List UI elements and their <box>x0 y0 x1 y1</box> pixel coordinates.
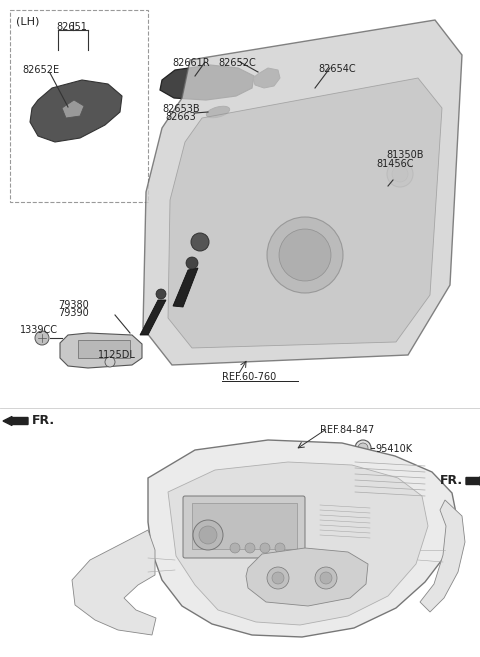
Text: REF.60-760: REF.60-760 <box>222 372 276 382</box>
Text: 1339CC: 1339CC <box>20 325 58 335</box>
Circle shape <box>267 567 289 589</box>
FancyBboxPatch shape <box>10 10 148 202</box>
FancyBboxPatch shape <box>183 496 305 558</box>
Circle shape <box>156 289 166 299</box>
Circle shape <box>279 229 331 281</box>
Circle shape <box>315 567 337 589</box>
Text: 81350B: 81350B <box>386 150 423 160</box>
Polygon shape <box>173 268 198 307</box>
Circle shape <box>267 217 343 293</box>
FancyBboxPatch shape <box>78 340 130 358</box>
Circle shape <box>272 572 284 584</box>
Polygon shape <box>253 68 280 88</box>
Polygon shape <box>168 462 428 625</box>
Polygon shape <box>60 333 142 368</box>
Circle shape <box>387 161 413 187</box>
Text: 1125DL: 1125DL <box>98 350 136 360</box>
Circle shape <box>245 543 255 553</box>
Polygon shape <box>420 500 465 612</box>
Text: 79380: 79380 <box>58 300 89 310</box>
FancyBboxPatch shape <box>192 503 297 549</box>
Polygon shape <box>160 65 254 100</box>
Ellipse shape <box>206 106 229 118</box>
Text: 82651: 82651 <box>57 22 87 32</box>
Text: (LH): (LH) <box>16 16 39 26</box>
Polygon shape <box>30 80 122 142</box>
Circle shape <box>105 357 115 367</box>
Polygon shape <box>168 78 442 348</box>
Circle shape <box>186 257 198 269</box>
Text: 81456C: 81456C <box>376 159 413 169</box>
Text: FR.: FR. <box>32 414 55 427</box>
Polygon shape <box>246 548 368 606</box>
Circle shape <box>199 526 217 544</box>
Circle shape <box>193 520 223 550</box>
Text: 82652C: 82652C <box>218 58 256 68</box>
Text: 82663: 82663 <box>165 112 196 122</box>
Text: FR.: FR. <box>440 474 463 487</box>
Circle shape <box>355 440 371 456</box>
Polygon shape <box>143 20 462 365</box>
Polygon shape <box>62 100 84 118</box>
Text: 79390: 79390 <box>58 308 89 318</box>
FancyArrow shape <box>466 476 480 486</box>
FancyArrow shape <box>3 417 28 426</box>
Text: 82652E: 82652E <box>22 65 59 75</box>
Text: 82654C: 82654C <box>318 64 356 74</box>
Circle shape <box>275 543 285 553</box>
Circle shape <box>35 331 49 345</box>
Polygon shape <box>72 530 156 635</box>
Circle shape <box>230 543 240 553</box>
Circle shape <box>392 166 408 182</box>
Circle shape <box>191 233 209 251</box>
Polygon shape <box>148 440 457 637</box>
Text: 95410K: 95410K <box>375 444 412 454</box>
Circle shape <box>260 543 270 553</box>
Text: REF.84-847: REF.84-847 <box>320 425 374 435</box>
Polygon shape <box>140 300 166 335</box>
Circle shape <box>320 572 332 584</box>
Text: 82653B: 82653B <box>162 104 200 114</box>
Text: 82661R: 82661R <box>172 58 210 68</box>
Circle shape <box>358 443 368 453</box>
